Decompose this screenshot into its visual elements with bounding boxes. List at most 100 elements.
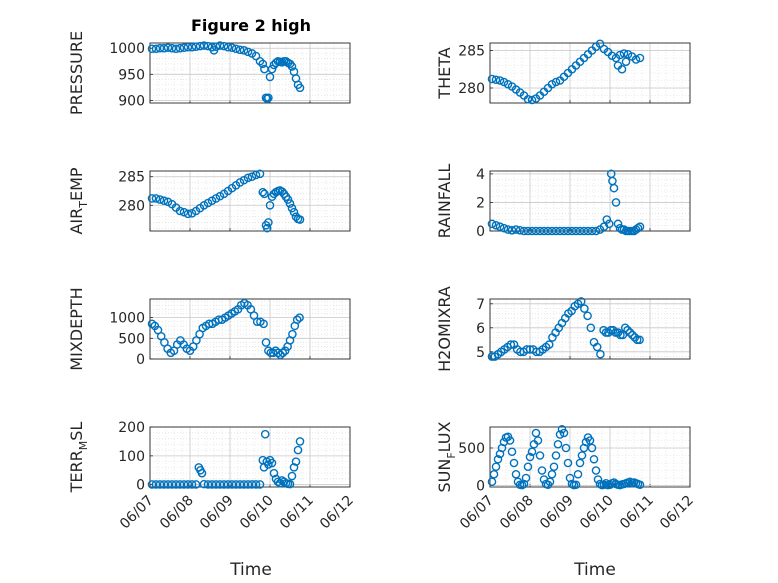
data-point xyxy=(635,335,644,345)
data-point xyxy=(487,477,497,487)
data-point xyxy=(159,196,169,206)
y-tick-label: 0 xyxy=(136,352,145,368)
data-point xyxy=(635,53,645,63)
data-point xyxy=(601,328,611,337)
y-tick-label: 0 xyxy=(476,224,485,240)
axes-box xyxy=(149,42,351,104)
y-tick-label: 100 xyxy=(118,449,145,465)
data-point xyxy=(553,439,563,449)
data-point xyxy=(505,436,515,445)
data-point xyxy=(267,458,277,468)
data-point xyxy=(239,480,249,489)
data-point xyxy=(619,49,629,58)
data-point xyxy=(601,478,611,488)
data-point xyxy=(613,219,623,229)
data-point xyxy=(262,94,272,104)
data-point xyxy=(215,41,225,50)
y-tick-label: 285 xyxy=(458,44,485,60)
data-point xyxy=(635,480,645,490)
data-point xyxy=(280,346,290,356)
data-point xyxy=(261,338,271,347)
data-point xyxy=(179,43,189,52)
data-point xyxy=(235,45,245,55)
data-point xyxy=(539,226,549,236)
data-point xyxy=(491,75,501,85)
data-point xyxy=(231,44,241,54)
data-point xyxy=(591,466,601,475)
data-point xyxy=(617,64,627,74)
data-point xyxy=(255,480,265,489)
data-point xyxy=(559,226,569,236)
data-point xyxy=(563,226,573,236)
data-point xyxy=(147,480,157,489)
data-point xyxy=(511,225,521,234)
data-point xyxy=(581,437,591,447)
data-point xyxy=(608,325,618,335)
data-point xyxy=(635,222,645,232)
data-point xyxy=(227,480,237,489)
data-point xyxy=(147,194,157,203)
y-axis-label: SUNFLUX xyxy=(435,421,458,492)
data-point xyxy=(260,429,270,439)
data-point xyxy=(175,480,185,489)
axes-air-temp: 280 285 AIRTEMP xyxy=(67,167,351,235)
data-point xyxy=(628,330,637,340)
axes-box xyxy=(149,298,351,360)
data-point xyxy=(585,436,595,445)
plot-area xyxy=(490,171,690,231)
data-point xyxy=(611,198,621,207)
data-point xyxy=(269,468,279,478)
data-point xyxy=(183,209,193,219)
figure-title: Figure 2 high xyxy=(191,16,311,35)
y-tick-label: 6 xyxy=(476,321,485,337)
data-point xyxy=(523,226,533,236)
data-point xyxy=(583,226,593,236)
y-tick-label: 500 xyxy=(118,331,145,347)
data-point xyxy=(183,42,193,52)
y-axis-label: PRESSURE xyxy=(67,31,86,115)
data-point xyxy=(167,480,177,489)
data-point xyxy=(609,183,619,193)
data-point xyxy=(620,323,630,333)
data-point xyxy=(555,430,565,439)
data-point xyxy=(602,215,612,224)
data-point xyxy=(587,226,597,236)
data-point xyxy=(527,226,537,236)
data-point xyxy=(259,319,268,329)
y-tick-label: 900 xyxy=(118,93,145,109)
data-point xyxy=(519,226,529,236)
data-point xyxy=(531,226,541,236)
data-point xyxy=(511,469,521,479)
data-point xyxy=(243,480,253,489)
data-point xyxy=(507,225,517,235)
y-tick-label: 4 xyxy=(476,167,485,183)
data-point xyxy=(579,226,589,236)
y-axis-label: AIRTEMP xyxy=(67,167,90,234)
data-point xyxy=(287,62,297,71)
data-point xyxy=(211,480,221,489)
data-point xyxy=(587,443,597,453)
data-point xyxy=(219,480,229,489)
data-point xyxy=(195,41,205,51)
axes-box xyxy=(489,298,691,360)
y-tick-label: 5 xyxy=(476,345,485,361)
data-point xyxy=(503,225,513,234)
data-point xyxy=(547,469,557,479)
data-point xyxy=(599,480,609,490)
data-point xyxy=(491,220,501,230)
data-point xyxy=(187,480,197,489)
data-point xyxy=(199,41,209,50)
data-point xyxy=(527,447,537,457)
data-point xyxy=(291,457,301,466)
data-point xyxy=(623,325,632,335)
data-point xyxy=(287,471,297,481)
data-point xyxy=(583,311,592,321)
data-point xyxy=(523,94,533,104)
data-point xyxy=(621,57,631,67)
data-point xyxy=(251,480,261,489)
data-point xyxy=(262,223,272,233)
data-point xyxy=(630,333,640,342)
data-point xyxy=(555,226,565,236)
data-point xyxy=(223,480,233,489)
